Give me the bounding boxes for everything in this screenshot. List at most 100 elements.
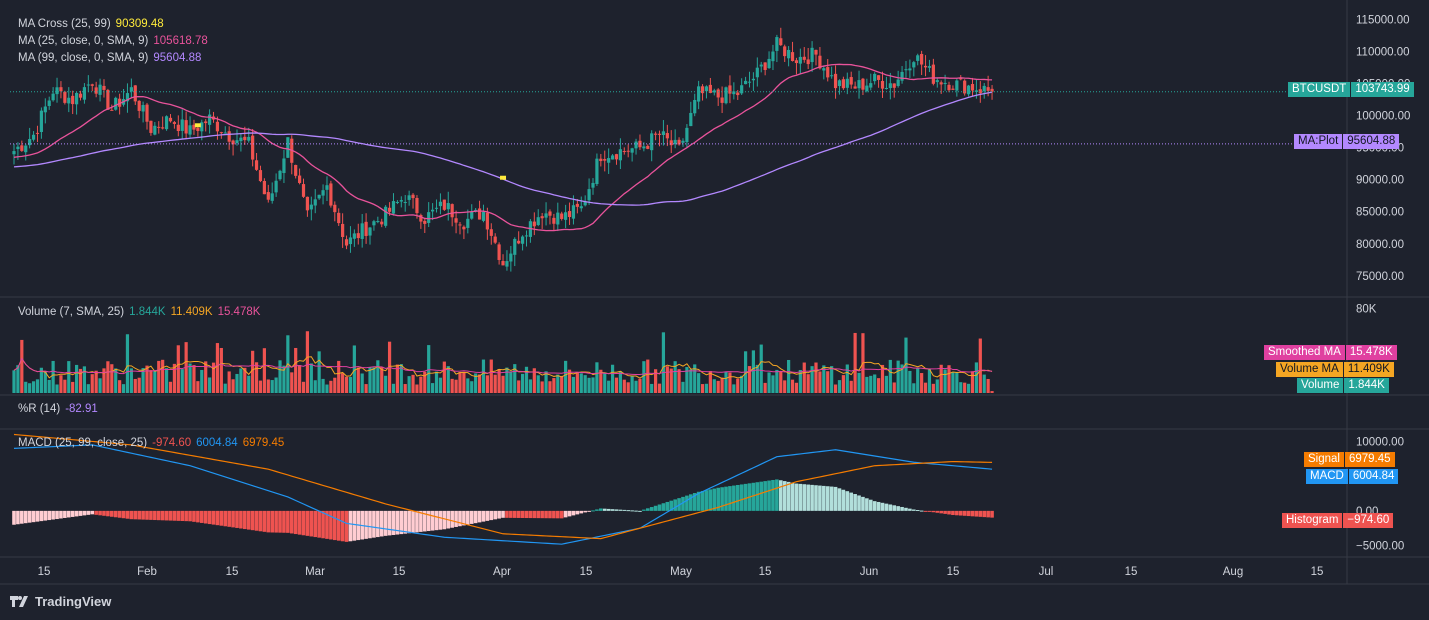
candle-body <box>78 93 83 98</box>
volume-bar <box>360 373 364 393</box>
price-axis-tick-label: 85000.00 <box>1356 207 1404 219</box>
macd-histogram-bar <box>947 510 951 515</box>
candle-body <box>305 196 310 211</box>
macd-histogram-bar <box>728 486 732 511</box>
candle-body <box>380 221 384 225</box>
macd-histogram-bar <box>454 510 458 527</box>
candle-body <box>274 180 278 193</box>
macd-histogram-bar <box>512 510 517 518</box>
volume-bar <box>951 372 955 393</box>
macd-histogram-bar <box>962 510 967 516</box>
candle-body <box>888 83 892 89</box>
volume-bar <box>532 368 536 393</box>
candle-body <box>990 88 994 92</box>
ma99-legend-value: 95604.88 <box>153 52 202 64</box>
macd-histogram-bar <box>919 510 924 512</box>
candle-body <box>943 82 947 84</box>
macd-histogram-bar <box>176 510 181 521</box>
time-axis-tick-label: 15 <box>226 566 239 578</box>
volume-bar <box>963 382 967 393</box>
ma99-legend-label: MA (99, close, 0, SMA, 9) <box>18 52 149 64</box>
ma-cross-legend[interactable]: MA Cross (25, 99) 90309.48 <box>18 16 164 33</box>
volume-bar <box>783 380 787 393</box>
candle-body <box>767 58 771 69</box>
macd-histogram-bar <box>528 510 533 519</box>
macd-histogram-bar <box>857 495 861 511</box>
macd-histogram-bar <box>329 510 333 540</box>
candle-body <box>920 53 924 65</box>
volume-bar <box>317 351 321 393</box>
macd-histogram-bar <box>192 510 196 522</box>
volume-bar <box>110 364 114 393</box>
volume-bar <box>536 375 540 393</box>
macd-histogram-bar <box>348 510 353 542</box>
macd-histogram-bar <box>575 510 580 515</box>
macd-histogram-bar <box>16 510 20 525</box>
macd-histogram-bar <box>141 510 145 520</box>
volume-bar <box>626 382 630 393</box>
ma99-legend[interactable]: MA (99, close, 0, SMA, 9) 95604.88 <box>18 50 201 67</box>
volume-ma-tag-name: Volume MA <box>1276 362 1343 377</box>
macd-histogram-bar <box>939 510 943 514</box>
candle-body <box>720 97 724 103</box>
candle-body <box>51 93 55 101</box>
candle-body <box>407 195 411 200</box>
volume-bar <box>164 368 169 393</box>
candle-body <box>325 185 329 190</box>
volume-bar <box>12 370 16 393</box>
macd-histogram-bar <box>493 510 497 520</box>
volume-bar <box>329 380 333 393</box>
candle-body <box>172 122 176 124</box>
macd-histogram-bar <box>931 510 936 513</box>
macd-histogram-bar <box>849 492 854 511</box>
candle-body <box>352 233 356 239</box>
macd-histogram-bar <box>724 486 728 511</box>
macd-histogram-bar <box>289 510 294 534</box>
volume-legend[interactable]: Volume (7, SMA, 25) 1.844K 11.409K 15.478K <box>18 304 260 321</box>
volume-bar <box>630 375 634 393</box>
wr-legend-label: %R (14) <box>18 403 61 415</box>
volume-bar <box>544 371 548 393</box>
macd-histogram-bar <box>759 481 764 511</box>
volume-bar <box>176 345 180 393</box>
volume-bar <box>607 380 611 393</box>
ma25-legend[interactable]: MA (25, close, 0, SMA, 9) 105618.78 <box>18 33 208 50</box>
ma-plot-tag: MA:Plot 95604.88 <box>1294 134 1400 149</box>
macd-histogram-bar <box>301 510 306 536</box>
candle-body <box>626 150 630 152</box>
candle-body <box>959 78 963 80</box>
candle-body <box>450 204 454 218</box>
volume-bar <box>31 381 36 393</box>
candle-body <box>227 131 231 142</box>
histogram-tag-name: Histogram <box>1282 513 1343 528</box>
tradingview-brand[interactable]: TradingView <box>10 594 111 609</box>
candle-body <box>955 80 959 91</box>
volume-bar <box>372 367 376 393</box>
signal-line <box>13 433 993 540</box>
macd-histogram-bar <box>673 499 677 511</box>
volume-bar <box>188 363 192 393</box>
macd-histogram-bar <box>880 502 885 511</box>
candle-body <box>876 75 881 80</box>
candle-body <box>474 209 478 211</box>
volume-bar <box>826 371 830 393</box>
macd-histogram-bar <box>778 480 783 511</box>
macd-histogram-bar <box>102 510 106 516</box>
volume-bar <box>927 368 932 393</box>
macd-histogram-bar <box>818 485 822 511</box>
volume-bar <box>337 360 341 393</box>
volume-bar <box>39 367 43 393</box>
volume-bar <box>274 377 278 393</box>
ma25-line <box>13 63 993 232</box>
macd-legend[interactable]: MACD (25, 99, close, 25) -974.60 6004.84 69… <box>18 435 284 452</box>
wr-legend[interactable]: %R (14) -82.91 <box>18 401 98 418</box>
candle-body <box>673 139 677 145</box>
candle-body <box>282 158 286 174</box>
macd-histogram-bar <box>219 510 224 526</box>
macd-histogram-bar <box>372 510 376 538</box>
candle-body <box>603 159 607 161</box>
signal-tag-value: 6979.45 <box>1343 452 1395 467</box>
volume-bar <box>431 383 435 393</box>
candle-body <box>145 104 149 122</box>
candle-body <box>399 200 403 202</box>
